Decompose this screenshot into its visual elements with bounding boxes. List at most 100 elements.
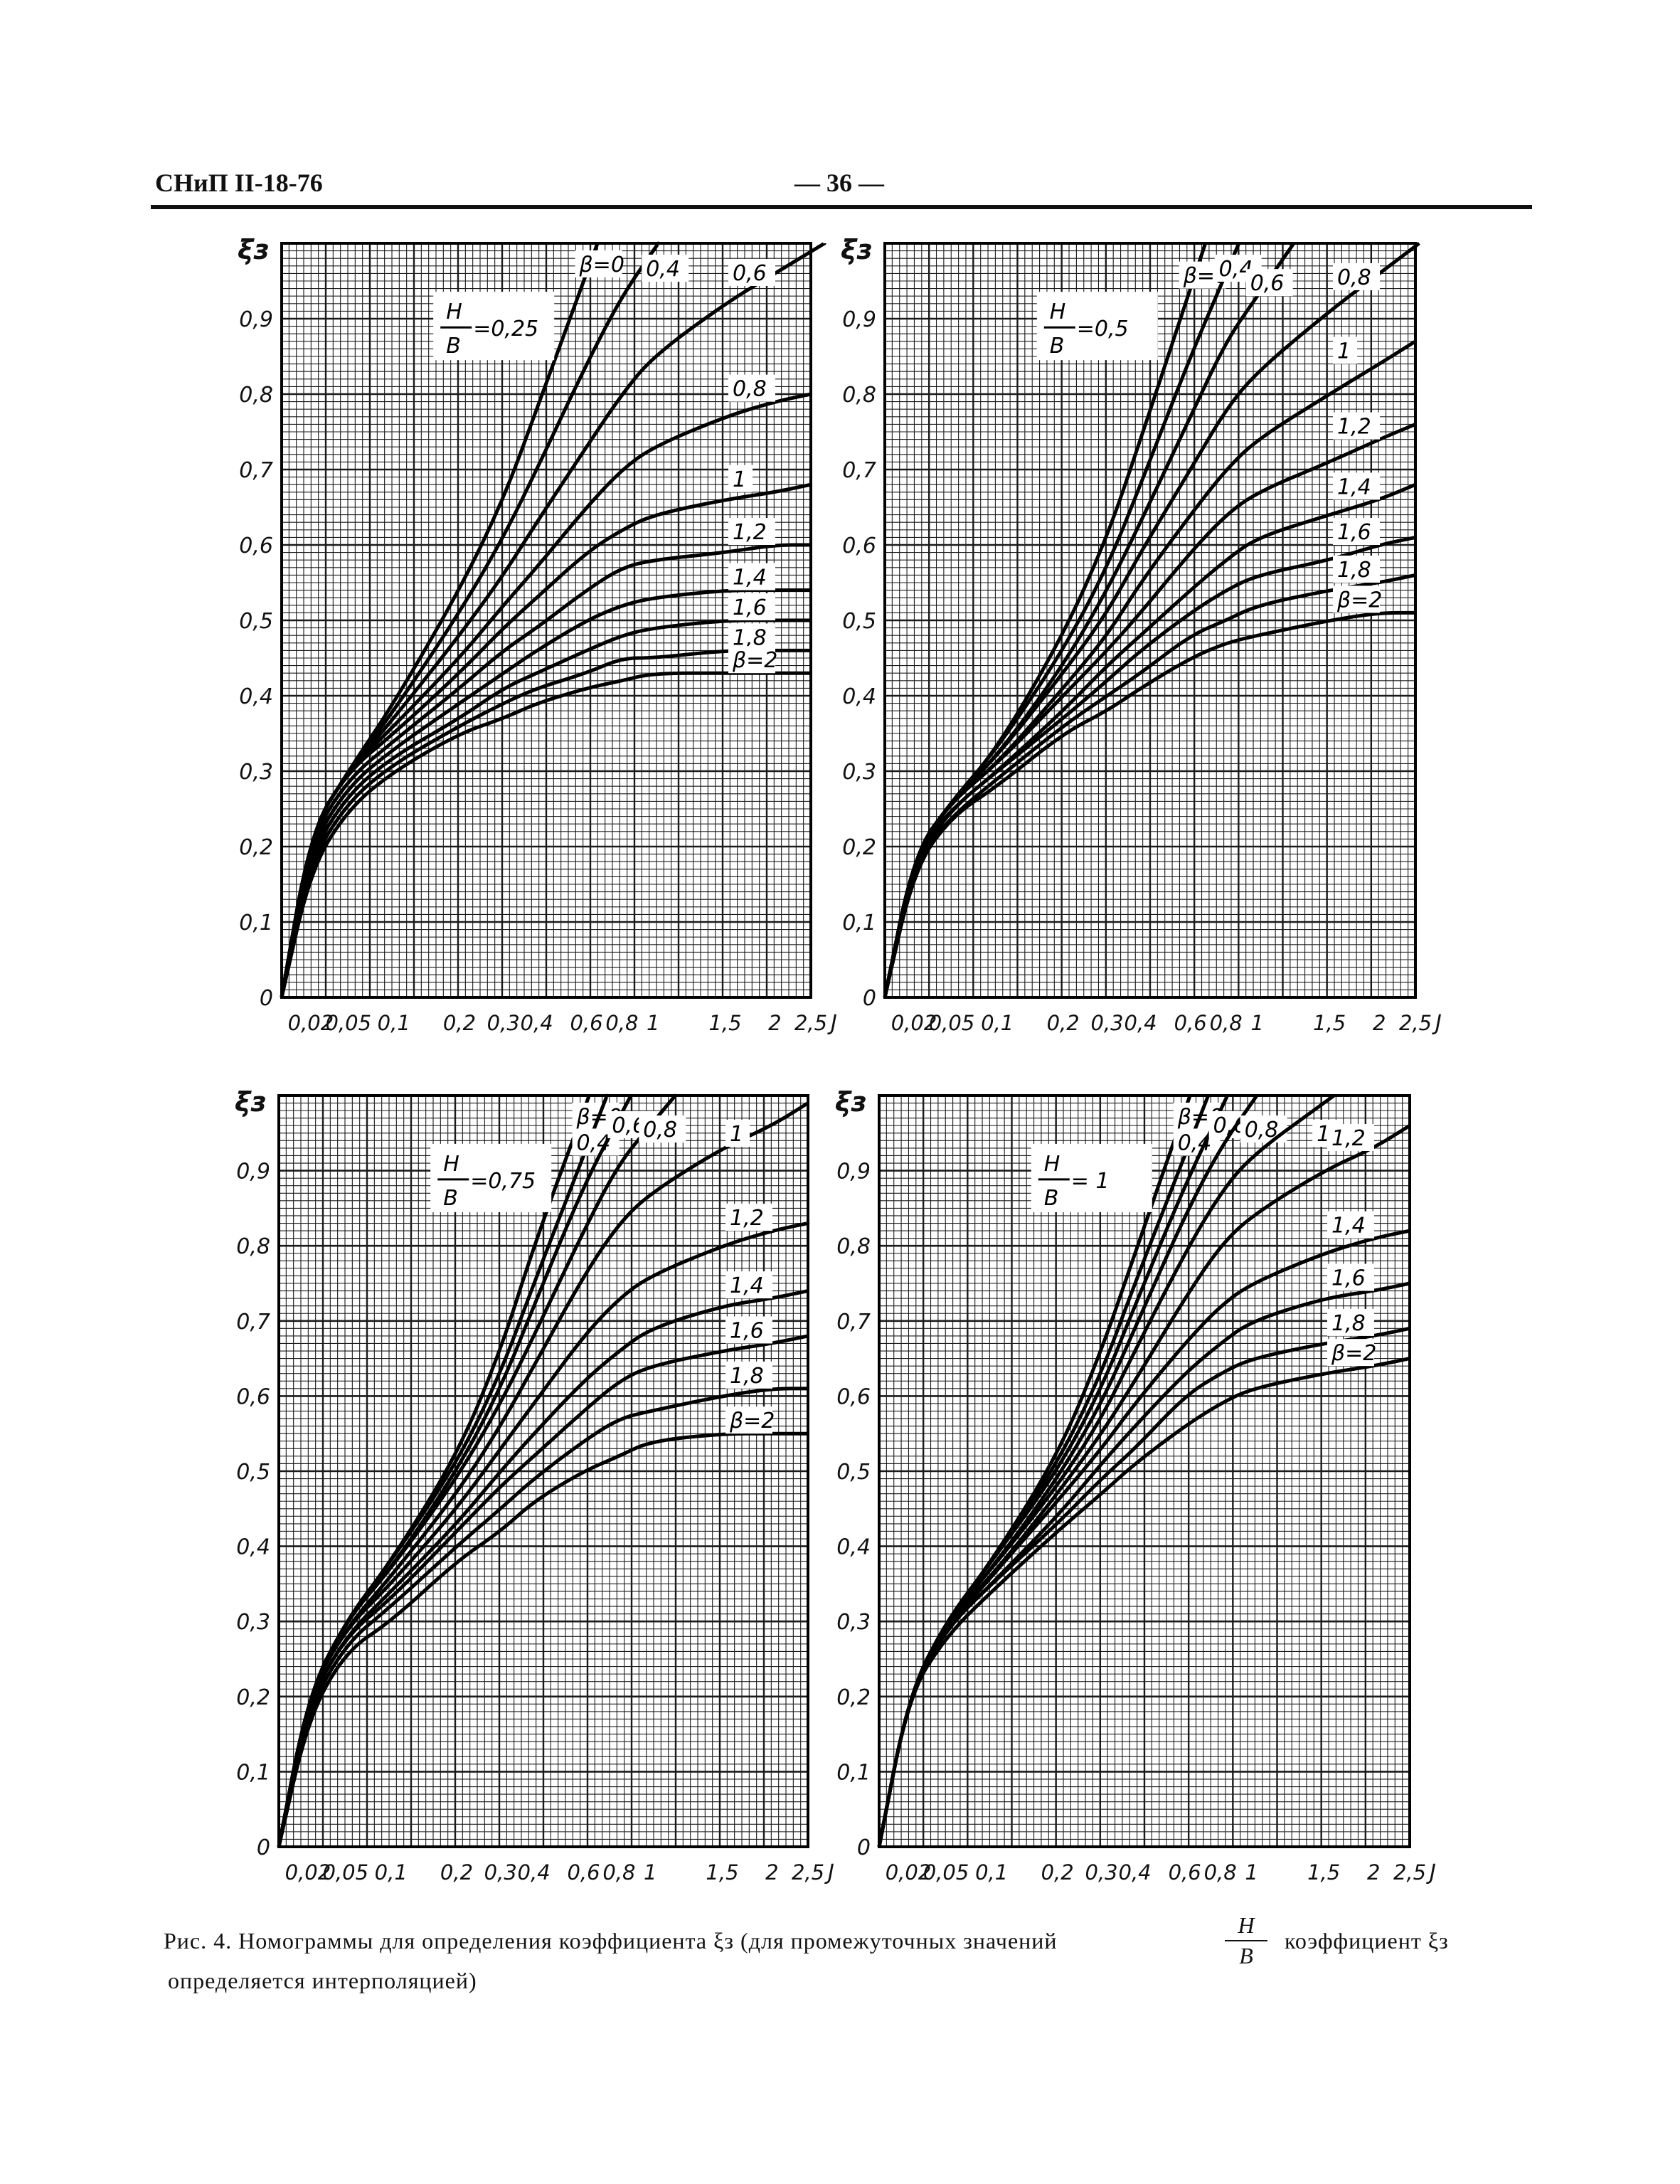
x-tick-label: 0,02 [886,1860,932,1885]
x-tick-label: 0,4 [521,1011,553,1035]
y-tick-label: 0,3 [239,760,273,785]
series-label-bg [1327,1308,1374,1336]
x-tick-label: 1,5 [1307,1860,1340,1885]
series-label-bg [1245,269,1293,297]
x-tick-label: 0,05 [322,1860,368,1885]
series-label-bg [728,593,775,620]
series-label-bg [725,1271,772,1299]
x-tick-label: 1,5 [706,1860,738,1885]
y-tick-label: 0,5 [836,1460,871,1485]
series-label-bg [1333,518,1380,545]
series-label: 1 [1317,1122,1330,1147]
x-tick-label: 2,5 [794,1011,827,1035]
series-label-bg [725,1204,772,1231]
series-label: 1,2 [730,1206,764,1231]
document-code: СНиП II-18-76 [155,169,323,197]
series-label-bg [728,374,775,402]
y-tick-label: 0 [257,1835,270,1860]
y-tick-label: 0,1 [842,911,876,935]
y-tick-label: 0,5 [842,609,876,634]
series-label: 1,6 [1337,520,1371,545]
series-label-bg [1333,556,1380,583]
y-axis-label: ξз [235,1086,267,1118]
y-tick-label: 0,9 [236,1160,270,1184]
x-tick-label: 0,8 [1204,1860,1237,1885]
y-tick-label: 0,7 [239,458,273,483]
y-tick-label: 0,7 [236,1310,270,1335]
x-tick-label: 0,6 [1169,1860,1201,1885]
param-label-value: =0,5 [1077,317,1129,341]
series-label-bg [639,1115,686,1143]
y-axis-label: ξз [841,234,873,265]
y-axis-label: ξз [238,234,270,265]
param-label-bg [1036,292,1158,361]
series-label-bg [725,1316,772,1344]
y-tick-label: 0,4 [842,684,876,709]
series-label: 1,6 [733,595,767,620]
x-tick-label: 1,5 [1313,1011,1346,1035]
series-label: 1,4 [1331,1214,1366,1239]
x-tick-label: 0,1 [981,1011,1014,1035]
param-label-den: B [446,334,461,359]
x-tick-label: 0,4 [518,1860,551,1885]
y-tick-label: 0 [863,986,876,1011]
x-tick-label: 0,05 [325,1011,371,1035]
param-label-bg [430,1143,552,1212]
series-label: β=2 [1336,588,1382,613]
x-tick-label: 0,3 [487,1011,520,1035]
param-label-den: B [443,1186,458,1211]
series-label: 1,8 [1337,558,1371,583]
x-tick-label: 0,2 [1047,1011,1080,1035]
x-tick-label: 2 [1373,1011,1386,1035]
y-tick-label: 0,9 [239,307,273,332]
x-tick-label: 0,8 [1210,1011,1243,1035]
series-label-bg [728,623,775,651]
x-tick-label: 0,2 [440,1860,473,1885]
y-tick-label: 0,6 [842,534,876,558]
x-tick-label: 0,6 [1174,1011,1207,1035]
series-label-bg [728,259,775,286]
x-tick-label: 0,2 [1041,1860,1074,1885]
series-label-bg [1327,1339,1374,1367]
x-tick-label: 0,1 [378,1011,410,1035]
y-tick-label: 0,6 [239,534,273,558]
y-axis-label: ξз [835,1086,867,1118]
series-curve [280,482,812,998]
param-label-bg [433,292,555,361]
series-curve [277,1334,809,1848]
param-label-value: =0,25 [473,317,538,341]
x-tick-label: 0,1 [975,1860,1008,1885]
param-label-value: = 1 [1071,1169,1110,1194]
header-rule [151,205,1532,209]
caption-line-1: Рис. 4. Номограммы для определения коэфф… [164,1928,1058,1954]
x-tick-label: 1 [1250,1011,1263,1035]
series-label-bg [1327,1211,1374,1239]
series-label: β=2 [732,648,777,673]
x-axis-label: J [827,1011,837,1036]
series-label-bg [1327,1263,1374,1291]
x-tick-label: 0,3 [484,1860,517,1885]
series-label: β=2 [729,1409,775,1433]
y-tick-label: 0,9 [842,307,876,332]
series-label: 0,6 [1250,271,1285,296]
series-label: 1,2 [733,520,767,545]
series-label: 1,6 [730,1318,764,1343]
x-tick-label: 0,6 [570,1011,602,1035]
y-tick-label: 0,7 [842,458,876,483]
series-label-bg [1333,263,1380,290]
series-label: 0,6 [733,261,767,286]
param-label-den: B [1050,334,1065,359]
series-label-bg [728,465,753,492]
y-tick-label: 0,2 [239,835,273,860]
grid [878,1094,1411,1848]
y-tick-label: 0,2 [836,1685,871,1710]
series-label: 1,2 [1331,1126,1366,1151]
plot-frame [883,242,1417,999]
param-label-num: H [443,1152,459,1177]
series-label: 1,4 [1337,475,1371,499]
x-tick-label: 1,5 [708,1011,741,1035]
